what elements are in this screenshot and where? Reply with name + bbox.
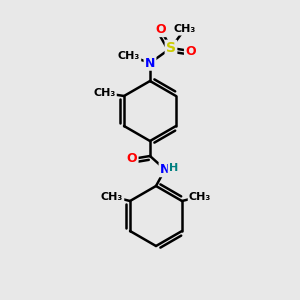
Text: O: O [127, 152, 137, 166]
Text: H: H [169, 163, 178, 173]
Text: CH₃: CH₃ [173, 24, 196, 34]
Text: O: O [155, 23, 166, 36]
Text: S: S [166, 41, 176, 55]
Text: CH₃: CH₃ [101, 191, 123, 202]
Text: CH₃: CH₃ [93, 88, 116, 98]
Text: CH₃: CH₃ [118, 50, 140, 61]
Text: N: N [145, 56, 155, 70]
Text: N: N [160, 163, 170, 176]
Text: CH₃: CH₃ [189, 191, 211, 202]
Text: O: O [185, 44, 196, 58]
